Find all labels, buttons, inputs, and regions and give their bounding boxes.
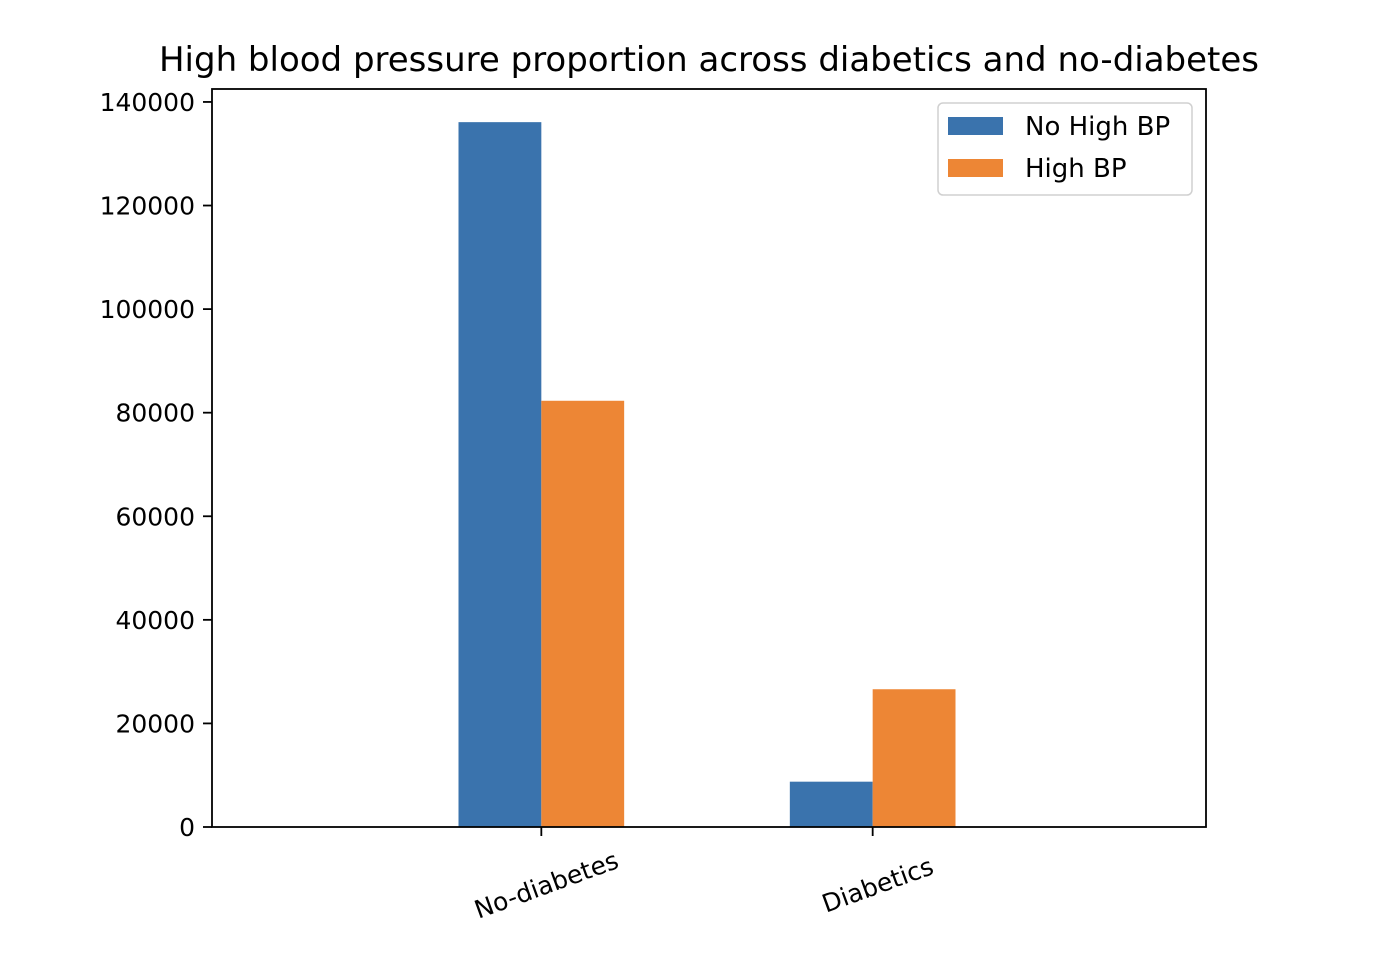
bar-high-bp-diabetics: [872, 689, 956, 827]
legend-swatch: [948, 159, 1003, 177]
legend-label: High BP: [1025, 154, 1127, 184]
y-axis: 0 20000 40000 60000 80000 100000 120000 140000: [100, 88, 212, 842]
legend-swatch: [948, 117, 1003, 135]
plot-frame: [211, 88, 1207, 828]
y-tick-label: 40000: [115, 606, 195, 635]
chart-title: High blood pressure proportion across di…: [159, 40, 1259, 80]
bar-high-bp-no-diabetes: [541, 400, 625, 827]
y-tick-label: 0: [179, 813, 195, 842]
bar-no-high-bp-no-diabetes: [458, 122, 542, 827]
legend-label: No High BP: [1025, 112, 1170, 142]
x-tick-label: No-diabetes: [470, 846, 622, 925]
bars-group: [458, 122, 956, 827]
x-tick-label: Diabetics: [818, 851, 937, 918]
bar-no-high-bp-diabetics: [789, 781, 873, 827]
x-axis: No-diabetes Diabetics: [470, 827, 937, 924]
y-tick-label: 60000: [115, 502, 195, 531]
y-tick-label: 120000: [100, 192, 195, 221]
legend: No High BP High BP: [937, 102, 1193, 196]
y-tick-label: 20000: [115, 709, 195, 738]
y-tick-label: 100000: [100, 295, 195, 324]
y-tick-label: 140000: [100, 88, 195, 117]
y-tick-label: 80000: [115, 399, 195, 428]
